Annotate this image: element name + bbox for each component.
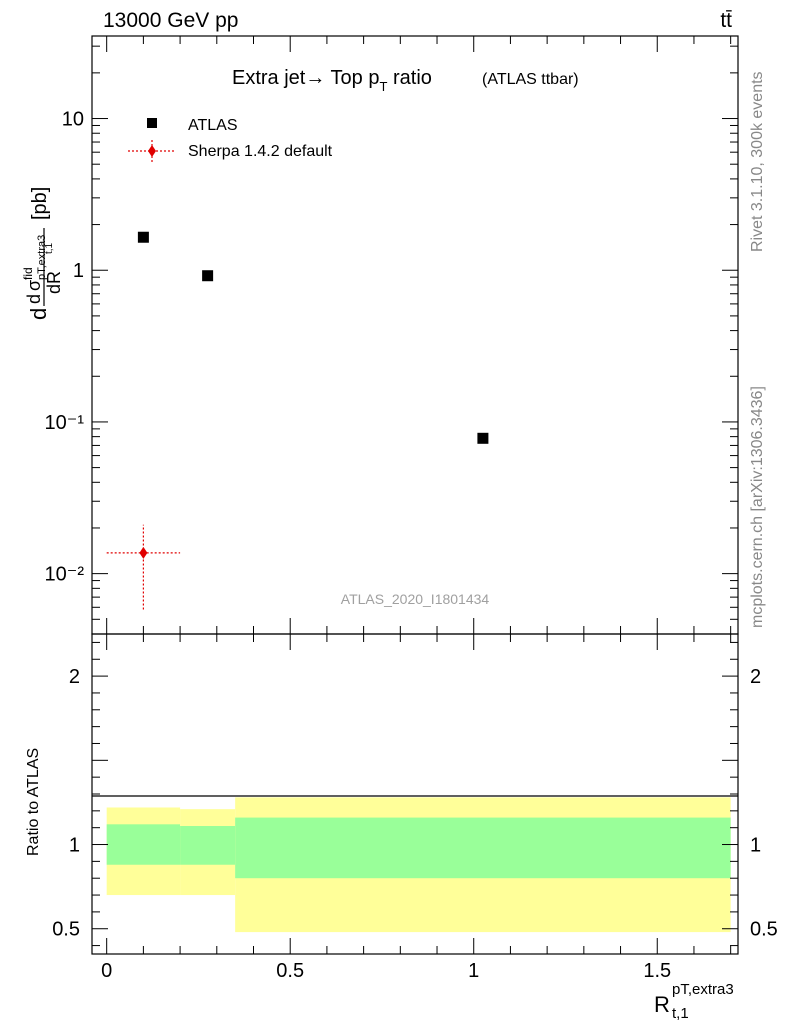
rivet-label: Rivet 3.1.10, 300k events	[749, 71, 766, 252]
legend-marker-sherpa	[148, 145, 156, 157]
svg-text:fid: fid	[21, 267, 35, 280]
atlas-point	[202, 270, 214, 282]
svg-text:d: d	[26, 308, 51, 320]
main-panel: 10⁻² 10⁻¹ 1 10 ATLAS_2020_I1801434 Extra je…	[21, 35, 739, 635]
x-tick-label: 0.5	[276, 960, 304, 982]
plot-title-sub: T	[379, 79, 387, 94]
process-label: tt̄	[720, 9, 732, 32]
mcplots-label: mcplots.cern.ch [arXiv:1306.3436]	[749, 386, 766, 628]
ratio-ticks: 0 0.5 1 1.5 0.5 0.5 1 1 2 2	[52, 634, 778, 982]
ratio-y-tick-label-right: 2	[750, 666, 761, 688]
x-tick-label: 1.5	[643, 960, 671, 982]
svg-text:d: d	[24, 294, 44, 304]
x-axis-label: R pT,extra3 t,1	[654, 981, 734, 1022]
svg-text:pT,extra3: pT,extra3	[36, 235, 48, 280]
x-axis-label-main: R	[654, 992, 670, 1017]
svg-text:dR: dR	[44, 271, 64, 294]
analysis-label: ATLAS_2020_I1801434	[341, 591, 490, 607]
svg-text:σ: σ	[24, 280, 44, 291]
ratio-panel: 0 0.5 1 1.5 0.5 0.5 1 1 2 2 Ratio to ATLAS R pT,e…	[25, 633, 778, 1022]
svg-text:t,1: t,1	[44, 242, 55, 254]
ratio-y-tick-label-left: 0.5	[52, 919, 80, 941]
legend-label-atlas: ATLAS	[188, 117, 238, 134]
ratio-y-tick-label-right: 0.5	[750, 919, 778, 941]
ratio-band-stat	[235, 817, 731, 879]
atlas-point	[477, 432, 489, 444]
y-tick-label: 10⁻¹	[45, 412, 85, 434]
ratio-band-stat	[106, 824, 181, 865]
sherpa-point	[139, 546, 148, 559]
legend: ATLAS Sherpa 1.4.2 default	[128, 117, 333, 162]
y-tick-label: 10	[62, 109, 84, 131]
x-tick-label: 1	[468, 960, 479, 982]
y-tick-label: 1	[73, 260, 84, 282]
main-ticks: 10⁻² 10⁻¹ 1 10	[45, 36, 738, 635]
ratio-bands	[106, 797, 731, 933]
svg-text:Extra jet→ Top pT ratio: Extra jet→ Top pT ratio	[232, 67, 432, 94]
plot-title: Extra jet→ Top pT ratio (ATLAS ttbar)	[232, 67, 579, 94]
ratio-y-tick-label-left: 2	[69, 666, 80, 688]
svg-text:[pb]: [pb]	[29, 187, 51, 220]
atlas-point	[137, 231, 149, 243]
energy-label: 13000 GeV pp	[103, 9, 238, 32]
plot-title-small: (ATLAS ttbar)	[482, 71, 579, 88]
legend-label-sherpa: Sherpa 1.4.2 default	[188, 143, 333, 160]
main-marks	[106, 231, 489, 610]
x-axis-label-sub: t,1	[672, 1005, 689, 1022]
x-axis-label-sup: pT,extra3	[672, 981, 734, 998]
y-tick-label: 10⁻²	[45, 564, 85, 586]
ratio-band-stat	[180, 826, 236, 865]
ratio-y-tick-label-right: 1	[750, 835, 761, 857]
plot-title-main: Extra jet→ Top p	[232, 67, 379, 89]
main-y-axis-label: d d σ fid pT,extra3 dR t,1 [pb]	[21, 187, 64, 320]
x-tick-label: 0	[101, 960, 112, 982]
plot-title-tail: ratio	[387, 67, 431, 89]
ratio-y-axis-label: Ratio to ATLAS	[25, 748, 42, 856]
ratio-y-tick-label-left: 1	[69, 835, 80, 857]
legend-marker-atlas	[147, 118, 157, 128]
